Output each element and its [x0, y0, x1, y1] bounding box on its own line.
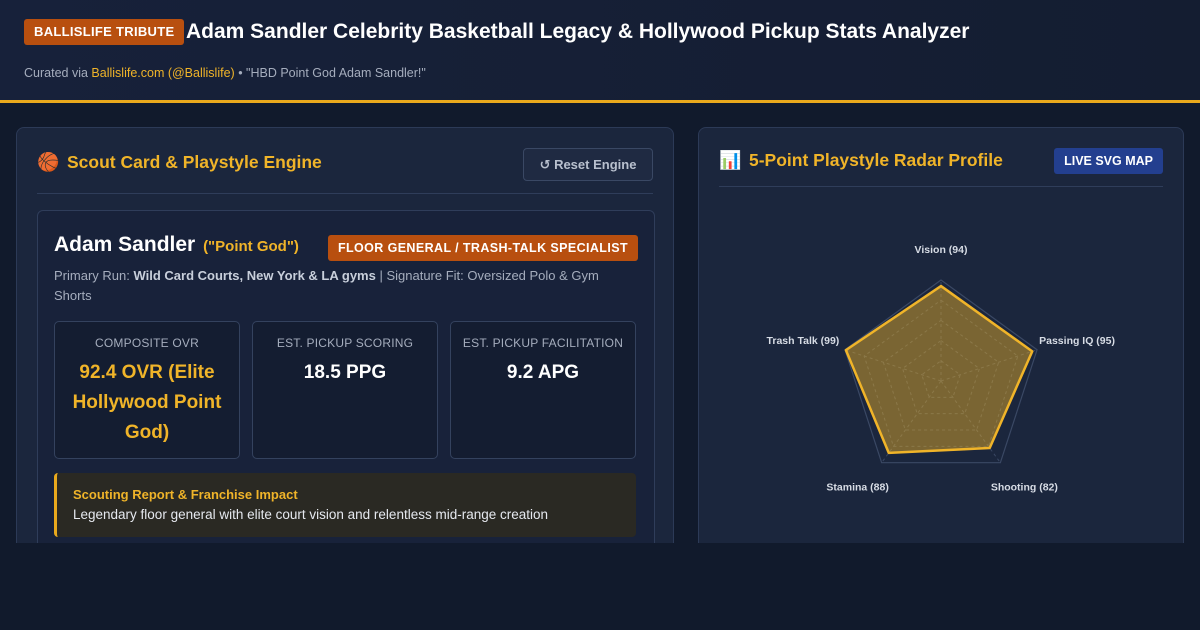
role-badge: FLOOR GENERAL / TRASH-TALK SPECIALIST — [327, 235, 638, 261]
source-link[interactable]: Ballislife.com (@Ballislife) — [91, 66, 235, 80]
radar-axis-spoke — [844, 349, 942, 382]
stat-value: 92.4 OVR (Elite Hollywood Point God) — [72, 362, 222, 443]
stat-label: EST. PICKUP FACILITATION — [462, 336, 624, 350]
reset-engine-button[interactable]: ↺ Reset Engine — [523, 148, 653, 181]
radar-panel: 📊 5-Point Playstyle Radar Profile LIVE S… — [698, 127, 1184, 543]
player-nickname: ("Point God") — [203, 238, 299, 255]
page-title: Adam Sandler Celebrity Basketball Legacy… — [186, 20, 970, 43]
stat-label: EST. PICKUP SCORING — [276, 336, 414, 350]
stat-value: 9.2 APG — [506, 362, 580, 383]
radar-axis-label: Trash Talk (99) — [767, 335, 840, 347]
radar-axis-label: Passing IQ (95) — [1039, 335, 1115, 347]
radar-panel-title: 5-Point Playstyle Radar Profile — [749, 150, 1003, 170]
scouting-report-text: Legendary floor general with elite court… — [73, 507, 549, 522]
page-subtitle: Curated via Ballislife.com (@Ballislife)… — [24, 66, 426, 80]
tribute-badge: BALLISLIFE TRIBUTE — [24, 19, 185, 45]
subtitle-quote: • "HBD Point God Adam Sandler!" — [238, 66, 426, 80]
subtitle-prefix: Curated via — [24, 66, 88, 80]
primary-run-value: Wild Card Courts, New York & LA gyms — [133, 268, 376, 283]
scout-panel-header: 🏀 Scout Card & Playstyle Engine ↺ Reset … — [37, 128, 653, 194]
radar-grid-ring — [863, 299, 1019, 447]
radar-axis-label: Stamina (88) — [826, 482, 888, 494]
scouting-report-title: Scouting Report & Franchise Impact — [73, 487, 298, 502]
radar-axis-spoke — [940, 349, 1038, 382]
player-meta: Primary Run: Wild Card Courts, New York … — [54, 266, 624, 306]
stat-pickup-facilitation: EST. PICKUP FACILITATION 9.2 APG — [450, 321, 636, 459]
radar-chart: Vision (94) Passing IQ (95) Shooting (82) S… — [699, 188, 1183, 543]
radar-grid-ring — [882, 319, 1000, 431]
radar-axis-spoke — [940, 380, 1001, 464]
radar-grid-ring — [844, 279, 1038, 464]
app-header: BALLISLIFE TRIBUTE Adam Sandler Celebrit… — [0, 0, 1200, 103]
basketball-icon: 🏀 — [37, 152, 60, 172]
stat-composite-ovr: COMPOSITE OVR 92.4 OVR (Elite Hollywood … — [54, 321, 240, 459]
stat-label: COMPOSITE OVR — [95, 336, 199, 350]
scout-card: Adam Sandler ("Point God") FLOOR GENERAL… — [37, 210, 655, 543]
radar-panel-header: 📊 5-Point Playstyle Radar Profile LIVE S… — [719, 128, 1163, 187]
primary-run-label: Primary Run: — [54, 268, 130, 283]
radar-data-area — [844, 284, 1034, 455]
radar-svg: Vision (94) Passing IQ (95) Shooting (82) S… — [767, 244, 1115, 494]
radar-grid-ring — [921, 360, 961, 398]
player-name-text: Adam Sandler — [54, 233, 196, 256]
radar-axis-spoke — [881, 380, 942, 464]
stat-pickup-scoring: EST. PICKUP SCORING 18.5 PPG — [252, 321, 438, 459]
signature-fit: | Signature Fit: Oversized Polo & Gym Sh… — [54, 268, 599, 303]
scout-panel-title: Scout Card & Playstyle Engine — [67, 152, 322, 172]
scout-panel: 🏀 Scout Card & Playstyle Engine ↺ Reset … — [16, 127, 674, 543]
player-name: Adam Sandler ("Point God") — [54, 233, 299, 257]
live-svg-badge: LIVE SVG MAP — [1054, 148, 1163, 174]
scouting-report: Scouting Report & Franchise Impact Legen… — [54, 473, 636, 537]
radar-axis-label: Shooting (82) — [991, 482, 1058, 494]
radar-axis-label: Vision (94) — [915, 244, 968, 256]
stat-value: 18.5 PPG — [303, 362, 387, 383]
bar-chart-icon: 📊 — [719, 150, 742, 170]
